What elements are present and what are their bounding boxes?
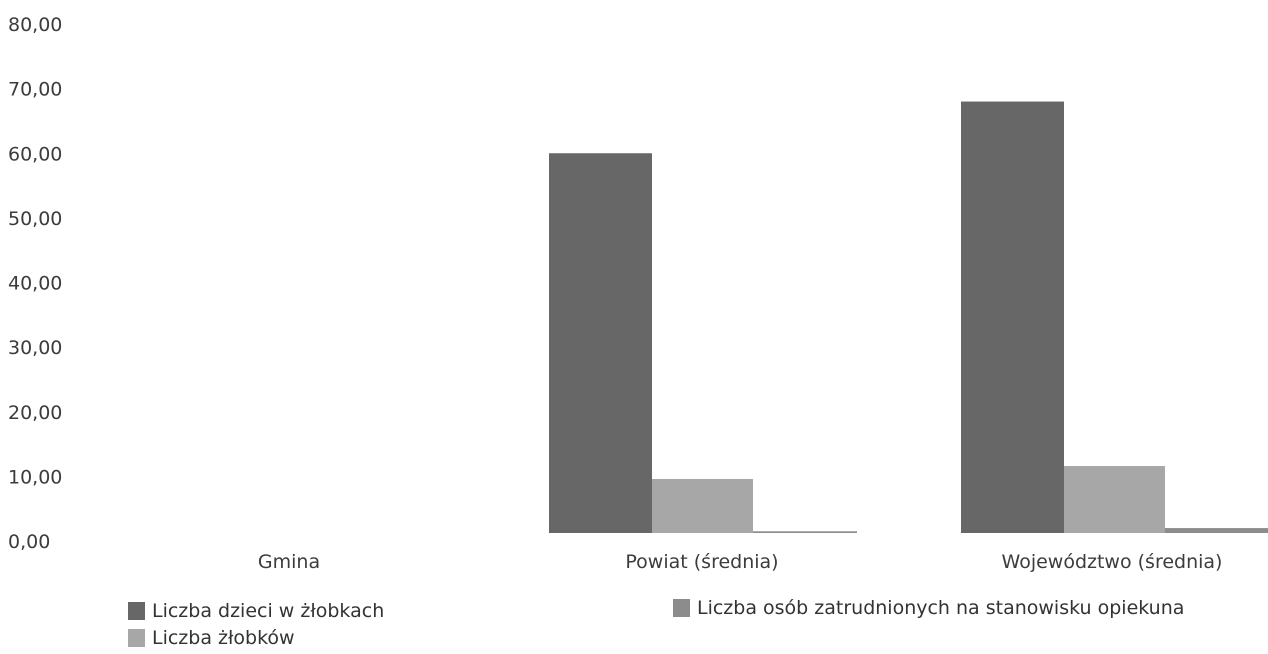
x-axis: Gmina Powiat (średnia) Województwo (średni… [258, 551, 1223, 573]
legend-item-opiekunowie: Liczba osób zatrudnionych na stanowisku … [673, 597, 1184, 619]
legend-swatch-zlobki [128, 629, 145, 647]
bar-0-1 [549, 153, 652, 533]
y-tick-label: 20,00 [8, 402, 62, 424]
x-category-label: Gmina [258, 551, 320, 573]
y-tick-label: 80,00 [8, 14, 62, 36]
y-tick-label: 40,00 [8, 273, 62, 295]
y-tick-label: 30,00 [8, 337, 62, 359]
bar-1-2 [1064, 466, 1165, 533]
bars [549, 101, 1268, 534]
legend-label-dzieci: Liczba dzieci w żłobkach [152, 600, 385, 622]
legend-label-opiekunowie: Liczba osób zatrudnionych na stanowisku … [697, 597, 1185, 619]
x-category-label: Województwo (średnia) [1002, 551, 1223, 573]
y-tick-label: 0,00 [8, 531, 50, 553]
bar-0-2 [961, 101, 1064, 534]
legend-item-dzieci: Liczba dzieci w żłobkach [128, 600, 384, 622]
y-tick-label: 10,00 [8, 466, 62, 488]
y-axis: 0,00 10,00 20,00 30,00 40,00 50,00 60,00 70,00 8… [8, 14, 62, 553]
bar-2-1 [753, 531, 857, 533]
bar-2-2 [1165, 528, 1268, 533]
y-tick-label: 50,00 [8, 208, 62, 230]
legend-swatch-opiekunowie [673, 599, 690, 617]
y-tick-label: 70,00 [8, 79, 62, 101]
y-tick-label: 60,00 [8, 143, 62, 165]
legend-label-zlobki: Liczba żłobków [152, 627, 295, 649]
bar-1-1 [652, 478, 753, 533]
legend-item-zlobki: Liczba żłobków [128, 627, 295, 649]
x-category-label: Powiat (średnia) [625, 551, 778, 573]
legend-swatch-dzieci [128, 602, 145, 620]
